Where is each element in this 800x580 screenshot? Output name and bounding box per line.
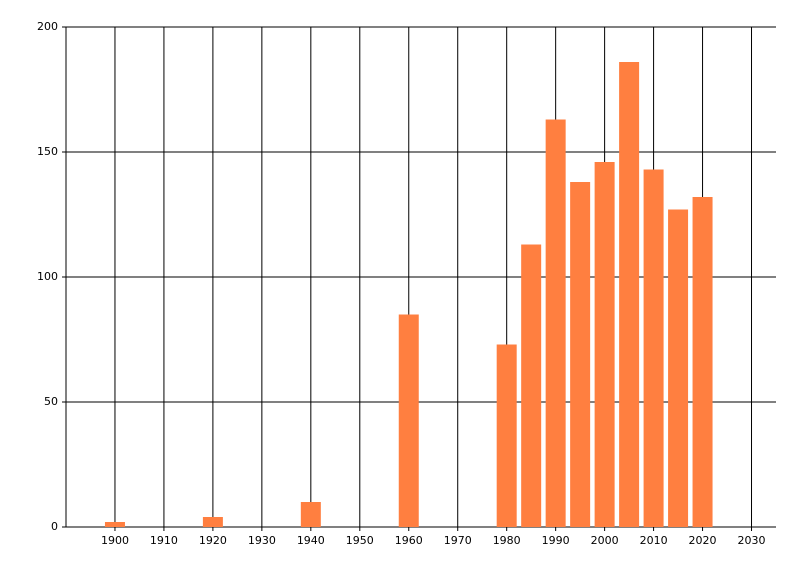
y-tick-label: 200: [37, 20, 58, 33]
bar: [202, 517, 223, 527]
bar: [545, 119, 566, 527]
bar: [594, 162, 615, 527]
bar: [668, 209, 689, 527]
y-tick-label: 0: [51, 520, 58, 533]
x-tick-label: 2030: [738, 534, 766, 547]
bar: [496, 344, 517, 527]
bar: [104, 522, 125, 527]
x-tick-label: 1950: [346, 534, 374, 547]
bar: [643, 169, 664, 527]
x-tick-label: 1960: [395, 534, 423, 547]
x-tick-label: 1940: [297, 534, 325, 547]
x-tick-label: 1930: [248, 534, 276, 547]
bar: [570, 182, 591, 527]
x-tick-label: 2010: [640, 534, 668, 547]
x-tick-label: 1920: [199, 534, 227, 547]
bar: [300, 502, 321, 527]
y-tick-label: 50: [44, 395, 58, 408]
x-tick-label: 2000: [591, 534, 619, 547]
bar: [398, 314, 419, 527]
x-tick-label: 1980: [493, 534, 521, 547]
x-tick-label: 1990: [542, 534, 570, 547]
x-tick-label: 1970: [444, 534, 472, 547]
x-tick-label: 1910: [150, 534, 178, 547]
bar: [692, 197, 713, 527]
bar: [521, 244, 542, 527]
bar: [619, 62, 640, 527]
y-tick-label: 100: [37, 270, 58, 283]
x-tick-label: 1900: [101, 534, 129, 547]
x-tick-label: 2020: [689, 534, 717, 547]
y-tick-label: 150: [37, 145, 58, 158]
